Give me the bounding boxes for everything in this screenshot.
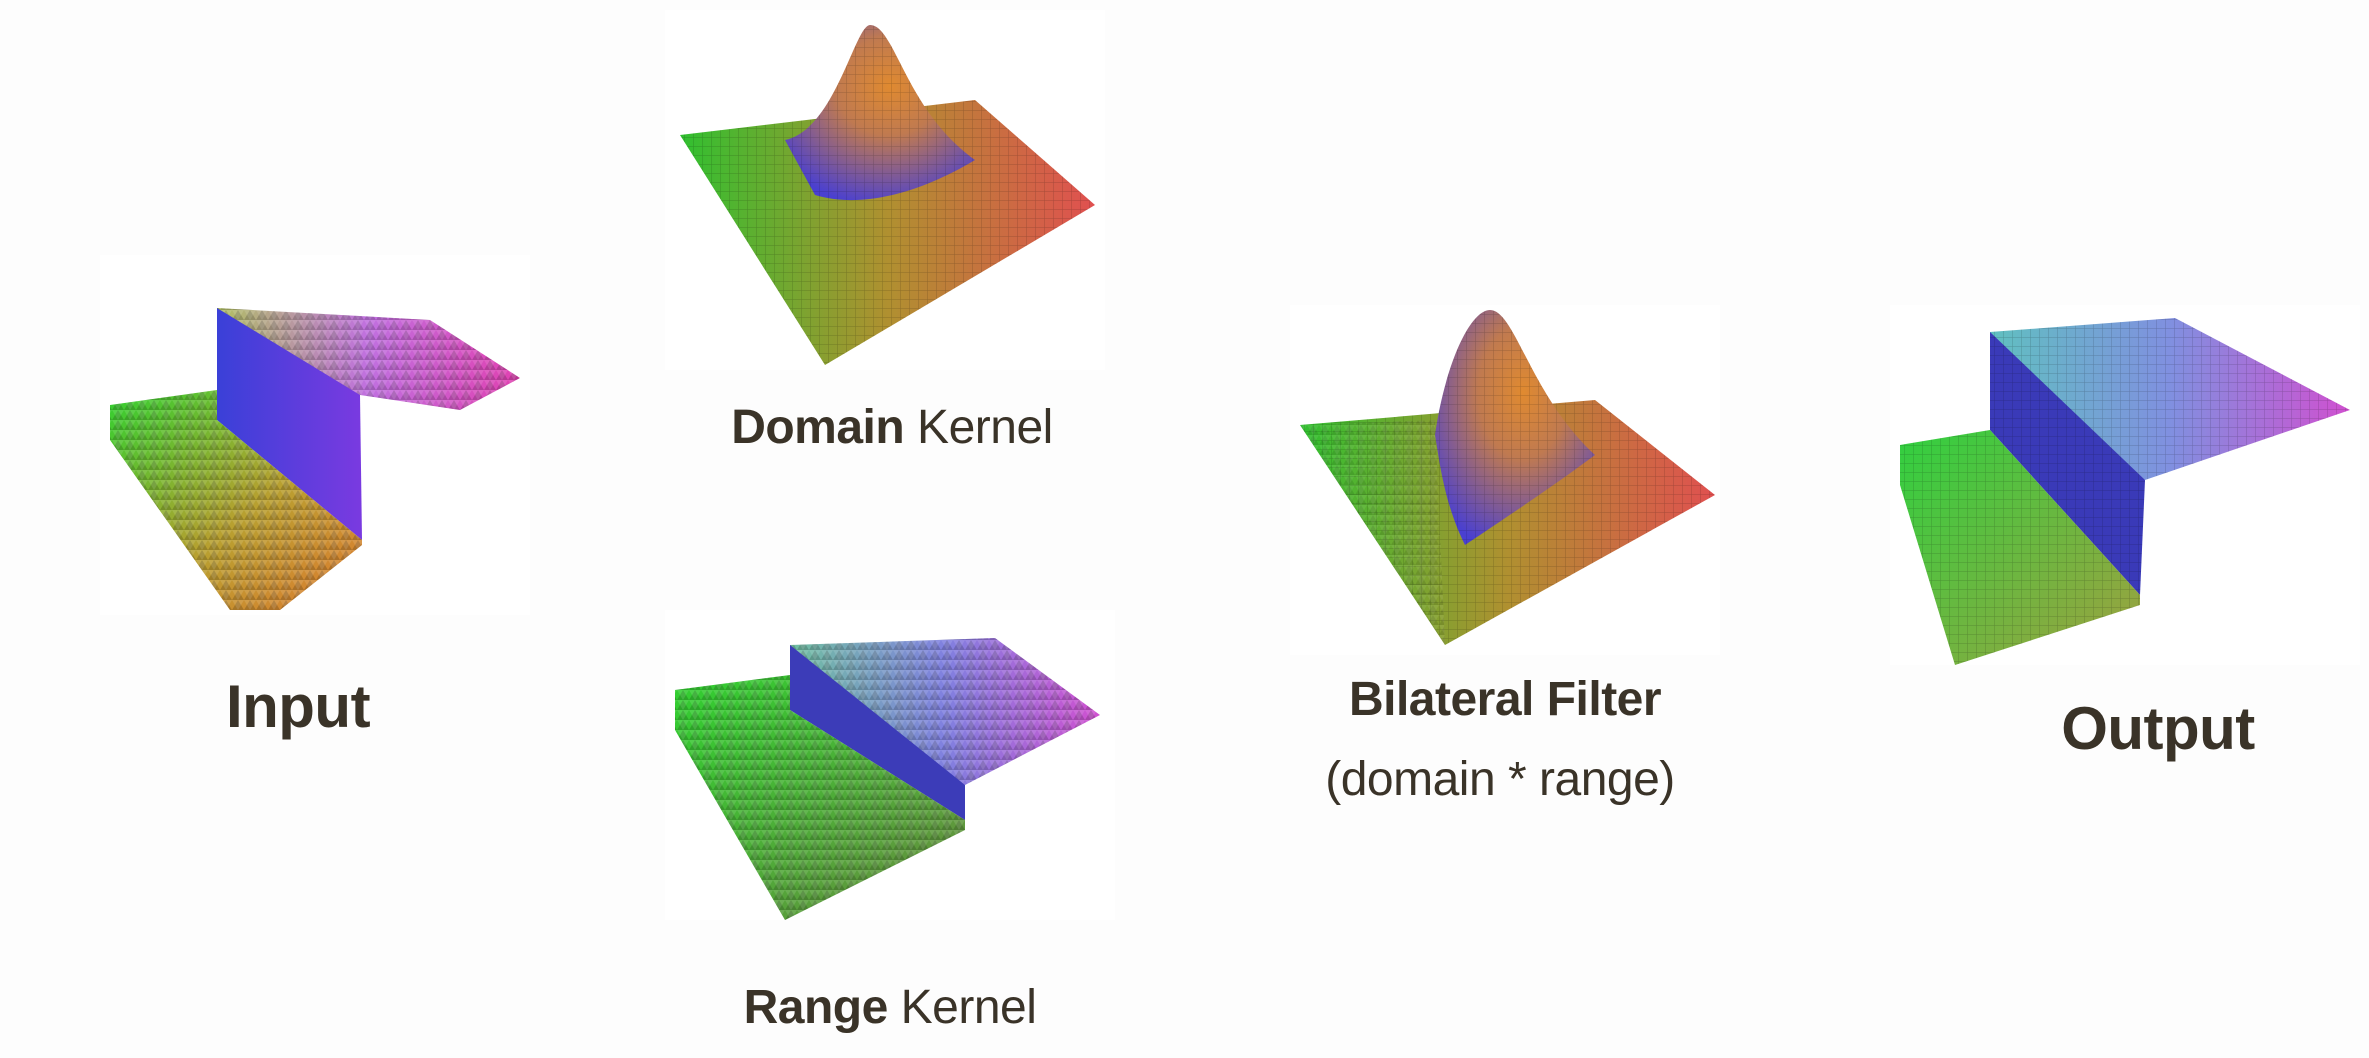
range-kernel-label: Range Kernel xyxy=(744,980,1037,1035)
domain-kernel-plot xyxy=(680,25,1095,365)
bilateral-filter-title: Bilateral Filter xyxy=(1348,673,1662,726)
domain-kernel-panel xyxy=(675,20,1115,370)
domain-kernel-label: Domain Kernel xyxy=(731,400,1053,455)
range-kernel-label-rest: Kernel xyxy=(887,981,1037,1034)
output-label: Output xyxy=(2061,695,2255,762)
domain-kernel-label-rest: Kernel xyxy=(904,401,1053,454)
bilateral-filter-plot xyxy=(1300,310,1715,645)
output-surface-panel xyxy=(1895,310,2365,670)
input-surface-plot xyxy=(110,308,520,610)
range-kernel-panel xyxy=(665,620,1115,920)
output-surface-plot xyxy=(1900,318,2350,665)
bilateral-filter-panel xyxy=(1295,305,1725,655)
domain-kernel-label-bold: Domain xyxy=(731,401,905,454)
range-kernel-label-bold: Range xyxy=(743,981,889,1034)
bilateral-filter-subtitle: (domain * range) xyxy=(1325,753,1675,806)
input-label: Input xyxy=(225,673,371,740)
range-kernel-plot xyxy=(675,638,1100,920)
input-surface-panel xyxy=(100,290,540,630)
